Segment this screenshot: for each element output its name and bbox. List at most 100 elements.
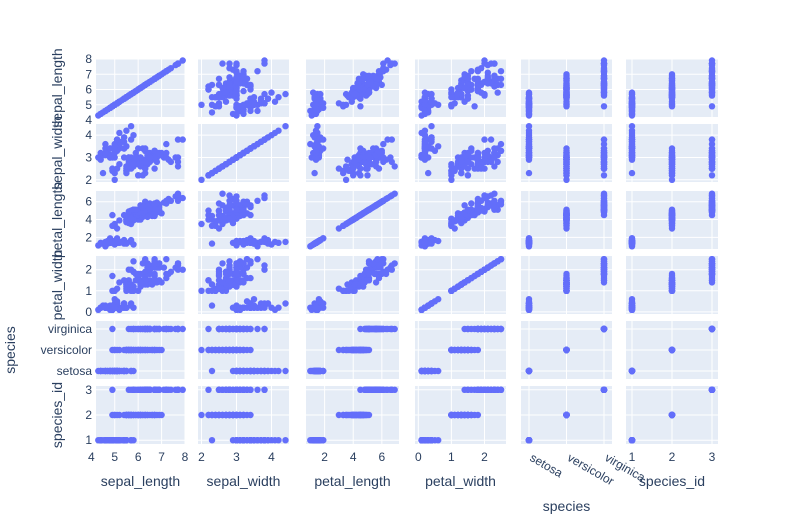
data-point	[163, 274, 170, 282]
data-point	[497, 325, 505, 333]
data-point	[600, 325, 608, 333]
data-point	[151, 277, 158, 284]
data-point	[257, 367, 265, 375]
data-point	[151, 260, 158, 267]
data-point	[464, 75, 472, 83]
data-point	[97, 154, 104, 161]
data-point	[312, 107, 320, 115]
data-point	[380, 60, 387, 67]
data-point	[628, 97, 636, 104]
data-point	[215, 81, 223, 89]
data-point	[708, 65, 716, 72]
data-point	[461, 84, 468, 92]
data-point	[208, 109, 216, 116]
data-point	[130, 161, 137, 168]
data-point	[282, 367, 289, 375]
data-point	[243, 75, 251, 83]
data-point	[135, 172, 142, 179]
data-point	[600, 87, 608, 95]
data-point	[275, 239, 282, 246]
data-point	[448, 169, 455, 177]
data-point	[458, 158, 465, 166]
data-point	[215, 103, 223, 110]
data-point	[233, 367, 240, 375]
data-point	[487, 158, 495, 166]
data-point	[600, 206, 608, 213]
data-point	[600, 65, 608, 72]
data-point	[497, 256, 505, 263]
data-point	[275, 304, 282, 311]
cell-petal_length-vs-species	[521, 190, 612, 250]
data-point	[388, 158, 395, 166]
data-point	[174, 60, 182, 67]
data-point	[370, 83, 377, 90]
data-point	[481, 266, 488, 273]
cell-species-vs-species	[521, 321, 612, 379]
data-point	[111, 147, 118, 154]
data-point	[268, 89, 275, 96]
data-point	[494, 158, 501, 166]
data-point	[312, 147, 320, 154]
data-point	[208, 240, 216, 247]
data-point	[254, 256, 261, 263]
data-point	[99, 169, 107, 177]
cell-species-vs-petal_width	[415, 321, 506, 379]
data-point	[142, 158, 149, 166]
data-point	[179, 57, 186, 64]
data-point	[111, 239, 118, 246]
data-point	[222, 325, 230, 333]
data-point	[600, 172, 608, 179]
data-point	[113, 225, 121, 232]
data-point	[243, 304, 251, 311]
data-point	[357, 165, 364, 172]
data-point	[484, 72, 491, 80]
data-point	[137, 279, 144, 286]
data-point	[233, 68, 240, 75]
data-point	[102, 239, 109, 246]
data-point	[365, 325, 373, 333]
cell-species-vs-sepal_length	[95, 321, 186, 379]
data-point	[600, 165, 608, 172]
data-point	[250, 302, 258, 309]
data-point	[525, 147, 533, 154]
cell-layer	[95, 57, 718, 444]
data-point	[435, 143, 442, 150]
data-point	[174, 197, 182, 204]
data-point	[448, 176, 455, 183]
data-point	[481, 78, 488, 86]
data-point	[247, 211, 254, 219]
data-point	[464, 158, 472, 166]
data-point	[275, 127, 282, 134]
data-point	[708, 60, 716, 67]
data-point	[243, 367, 251, 375]
data-point	[478, 161, 485, 168]
cell-species_id-vs-sepal_length	[95, 386, 186, 444]
data-point	[668, 346, 676, 354]
data-point	[312, 101, 320, 109]
data-point	[491, 145, 498, 152]
data-point	[458, 346, 465, 354]
data-point	[600, 78, 608, 86]
cell-sepal_width-vs-petal_width	[415, 123, 506, 183]
data-point	[113, 285, 121, 292]
data-point	[365, 277, 373, 284]
data-point	[146, 154, 154, 161]
data-point	[335, 165, 343, 172]
cell-sepal_length-vs-petal_width	[415, 57, 506, 119]
data-point	[372, 158, 380, 166]
data-point	[478, 165, 485, 172]
data-point	[491, 83, 498, 90]
data-point	[708, 87, 716, 95]
data-point	[668, 281, 676, 288]
data-point	[233, 78, 240, 86]
data-point	[628, 304, 636, 311]
data-point	[481, 194, 488, 202]
data-point	[219, 260, 226, 267]
data-point	[448, 94, 455, 101]
data-point	[163, 140, 170, 148]
data-point	[708, 165, 716, 172]
data-point	[233, 87, 240, 95]
data-point	[474, 154, 482, 161]
cell-species-vs-sepal_width	[198, 321, 289, 379]
